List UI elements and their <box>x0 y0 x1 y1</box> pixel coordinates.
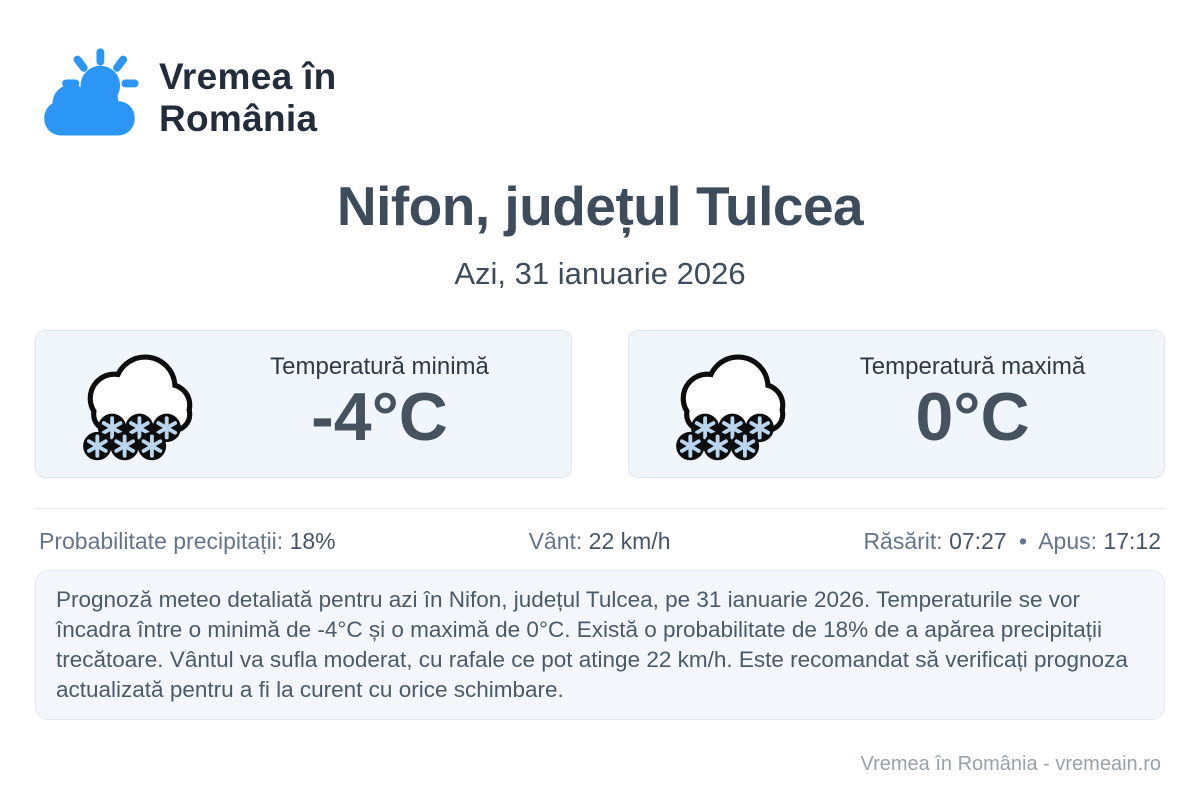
stats-row: Probabilitate precipitații: 18% Vânt: 22… <box>35 528 1165 555</box>
max-temperature-value: 0°C <box>915 379 1030 456</box>
min-temperature-card: Temperatură minimă -4°C <box>35 330 572 478</box>
page-title: Nifon, județul Tulcea <box>336 175 864 237</box>
min-temperature-text: Temperatură minimă -4°C <box>200 353 559 452</box>
brand-name-line1: Vremea în <box>159 55 337 97</box>
min-temperature-value: -4°C <box>311 379 448 456</box>
brand-name: Vremea în România <box>159 56 337 140</box>
brand[interactable]: Vremea în România <box>39 46 337 150</box>
sun-cloud-logo-icon <box>39 46 143 150</box>
sun-stat: Răsărit: 07:27 • Apus: 17:12 <box>863 528 1161 555</box>
temperature-cards: Temperatură minimă -4°C <box>35 330 1165 478</box>
snow-cloud-icon <box>72 346 200 462</box>
max-temperature-label: Temperatură maximă <box>859 353 1086 381</box>
wind-label: Vânt: <box>528 528 583 554</box>
wind-value: 22 km/h <box>588 528 671 554</box>
footer-credit: Vremea în România - vremeain.ro <box>860 753 1162 775</box>
sunrise-value: 07:27 <box>949 528 1007 554</box>
bullet-separator: • <box>1019 528 1028 554</box>
max-temperature-card: Temperatură maximă 0°C <box>628 330 1165 478</box>
sunrise-label: Răsărit: <box>863 528 943 554</box>
precipitation-label: Probabilitate precipitații: <box>39 528 284 554</box>
divider <box>35 508 1165 509</box>
sunset-label: Apus: <box>1038 528 1098 554</box>
page-subtitle: Azi, 31 ianuarie 2026 <box>454 256 746 291</box>
snow-cloud-icon <box>665 346 793 462</box>
precipitation-stat: Probabilitate precipitații: 18% <box>39 528 336 555</box>
sunset-value: 17:12 <box>1103 528 1161 554</box>
wind-stat: Vânt: 22 km/h <box>529 528 671 555</box>
max-temperature-text: Temperatură maximă 0°C <box>793 353 1152 452</box>
min-temperature-label: Temperatură minimă <box>270 353 489 381</box>
brand-name-line2: România <box>159 98 318 139</box>
forecast-summary: Prognoză meteo detaliată pentru azi în N… <box>35 570 1165 720</box>
precipitation-value: 18% <box>289 528 336 554</box>
